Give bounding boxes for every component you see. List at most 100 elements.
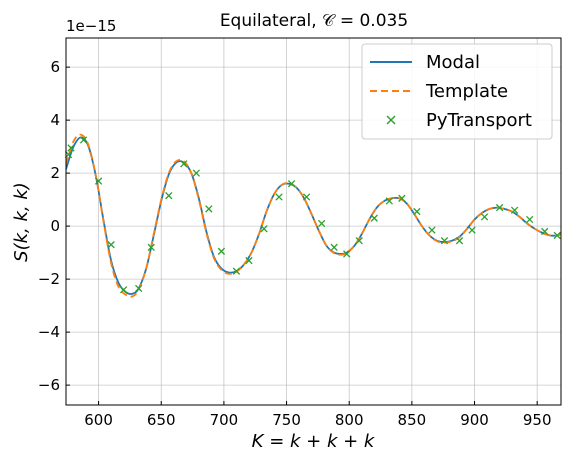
x-tick-label: 750 [272,411,301,429]
data-point-pytransport [480,213,489,221]
data-point-pytransport [385,197,393,205]
data-point-pytransport [79,136,88,144]
marker-stroke [553,231,561,240]
plot-area: 600 650 700 750 800 850 900 950 −6 −4 −2 0 2 4 6 [38,37,562,429]
marker-stroke [413,207,421,216]
data-point-pytransport [510,206,519,214]
marker-stroke [165,192,173,200]
x-tick-label: 600 [84,411,113,429]
marker-stroke [302,193,311,201]
data-point-pytransport [135,284,143,293]
data-point-pytransport [495,203,504,212]
data-point-pytransport [119,286,128,294]
marker-stroke [119,286,128,294]
x-axis-label: K = k + k + k [252,431,376,452]
marker-stroke [180,160,188,168]
marker-stroke [343,250,351,258]
data-point-pytransport [165,192,173,200]
series-layer [64,133,561,298]
data-point-pytransport [94,177,103,185]
data-point-pytransport [245,256,253,265]
data-point-pytransport [541,227,549,236]
marker-stroke [67,144,75,152]
x-tick-label: 900 [460,411,489,429]
marker-stroke [205,205,213,213]
data-point-pytransport [526,215,534,224]
data-point-pytransport [147,243,155,251]
marker-stroke [541,227,549,236]
data-point-pytransport [67,144,75,152]
marker-stroke [79,136,88,144]
marker-stroke [94,177,103,185]
marker-stroke [275,193,283,201]
y-tick-label: −2 [38,270,60,288]
data-point-pytransport [553,231,561,240]
plot-frame [65,37,562,406]
marker-stroke [245,256,253,265]
marker-stroke [232,267,241,275]
x-tick-label: 700 [210,411,239,429]
marker-stroke [495,203,504,212]
marker-stroke [510,206,519,214]
data-point-pytransport [370,214,378,222]
legend: Modal Template PyTransport [361,43,553,140]
series-line-template [66,133,561,298]
x-tick-label: 800 [335,411,364,429]
marker-stroke [398,194,406,202]
data-point-pytransport [232,267,241,275]
data-point-pytransport [440,237,449,245]
data-point-pytransport [398,194,406,202]
y-offset-text: 1e−15 [66,17,116,35]
data-point-pytransport [275,193,283,201]
marker-stroke [355,237,363,245]
legend-label-pytransport: PyTransport [426,110,532,131]
marker-stroke [385,197,393,205]
y-tick-label: 2 [50,164,60,182]
marker-stroke [480,213,489,221]
chart-title: Equilateral, 𝒞 = 0.035 [220,11,408,31]
marker-stroke [317,219,326,228]
data-point-pytransport [455,237,464,245]
marker-stroke [370,214,378,222]
marker-stroke [192,169,200,177]
marker-stroke [455,237,464,245]
data-point-pytransport [302,193,311,201]
y-tick-label: 6 [50,58,60,76]
marker-stroke [526,215,534,224]
data-point-pytransport [355,237,363,245]
y-tick-label: −6 [38,376,60,394]
legend-swatch-pytransport [386,115,396,125]
data-point-pytransport [287,180,296,188]
legend-label-modal: Modal [426,52,480,73]
data-point-pytransport [107,241,115,249]
data-point-pytransport [217,247,226,255]
marker-stroke [217,247,226,255]
y-tick-label: 4 [50,111,60,129]
legend-box [361,43,553,140]
marker-stroke [287,180,296,188]
data-point-pytransport [428,226,436,234]
x-tick-label: 650 [147,411,176,429]
y-tick-label: 0 [50,217,60,235]
marker-stroke [260,225,268,233]
y-tick-label: −4 [38,323,60,341]
data-point-pytransport [180,160,188,168]
marker-stroke [107,241,115,249]
marker-stroke [468,226,476,234]
marker-stroke [330,243,338,251]
y-axis-label: S(k, k, k) [11,182,32,262]
data-point-pytransport [205,205,213,213]
data-point-pytransport [330,243,338,251]
marker-stroke [440,237,449,245]
data-point-pytransport [317,219,326,228]
x-tick-label: 950 [523,411,552,429]
data-point-pytransport [343,250,351,258]
data-point-pytransport [468,226,476,234]
legend-label-template: Template [425,81,508,102]
data-point-pytransport [413,207,421,216]
marker-stroke [428,226,436,234]
marker-stroke [135,284,143,293]
data-point-pytransport [260,225,268,233]
ticks: 600 650 700 750 800 850 900 950 −6 −4 −2 0 2 4 6 [38,58,552,429]
